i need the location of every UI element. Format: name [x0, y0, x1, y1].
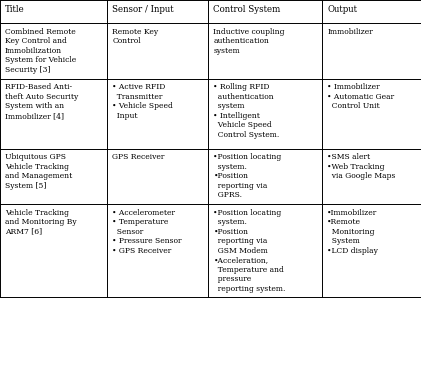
Text: Control System: Control System	[213, 5, 281, 14]
Text: Ubiquitous GPS
Vehicle Tracking
and Management
System [5]: Ubiquitous GPS Vehicle Tracking and Mana…	[5, 153, 72, 190]
Text: •Position locating
  system.
•Position
  reporting via
  GSM Modem
•Acceleration: •Position locating system. •Position rep…	[213, 209, 286, 293]
Text: Vehicle Tracking
and Monitoring By
ARM7 [6]: Vehicle Tracking and Monitoring By ARM7 …	[5, 209, 77, 236]
Text: Inductive coupling
authentication
system: Inductive coupling authentication system	[213, 28, 285, 55]
Text: •SMS alert
•Web Tracking
  via Google Maps: •SMS alert •Web Tracking via Google Maps	[327, 153, 395, 180]
Text: Remote Key
Control: Remote Key Control	[112, 28, 159, 45]
Text: • Rolling RFID
  authentication
  system
• Intelligent
  Vehicle Speed
  Control: • Rolling RFID authentication system • I…	[213, 83, 280, 139]
Text: Output: Output	[327, 5, 357, 14]
Text: Immobilizer: Immobilizer	[327, 28, 373, 36]
Text: • Active RFID
  Transmitter
• Vehicle Speed
  Input: • Active RFID Transmitter • Vehicle Spee…	[112, 83, 173, 120]
Text: •Immobilizer
•Remote
  Monitoring
  System
•LCD display: •Immobilizer •Remote Monitoring System •…	[327, 209, 378, 255]
Text: • Accelerometer
• Temperature
  Sensor
• Pressure Sensor
• GPS Receiver: • Accelerometer • Temperature Sensor • P…	[112, 209, 182, 255]
Text: Combined Remote
Key Control and
Immobilization
System for Vehicle
Security [3]: Combined Remote Key Control and Immobili…	[5, 28, 76, 74]
Text: Title: Title	[5, 5, 25, 14]
Text: RFID-Based Anti-
theft Auto Security
System with an
Immobilizer [4]: RFID-Based Anti- theft Auto Security Sys…	[5, 83, 78, 120]
Text: GPS Receiver: GPS Receiver	[112, 153, 165, 161]
Text: Sensor / Input: Sensor / Input	[112, 5, 174, 14]
Text: •Position locating
  system.
•Position
  reporting via
  GPRS.: •Position locating system. •Position rep…	[213, 153, 282, 199]
Text: • Immobilizer
• Automatic Gear
  Control Unit: • Immobilizer • Automatic Gear Control U…	[327, 83, 394, 111]
